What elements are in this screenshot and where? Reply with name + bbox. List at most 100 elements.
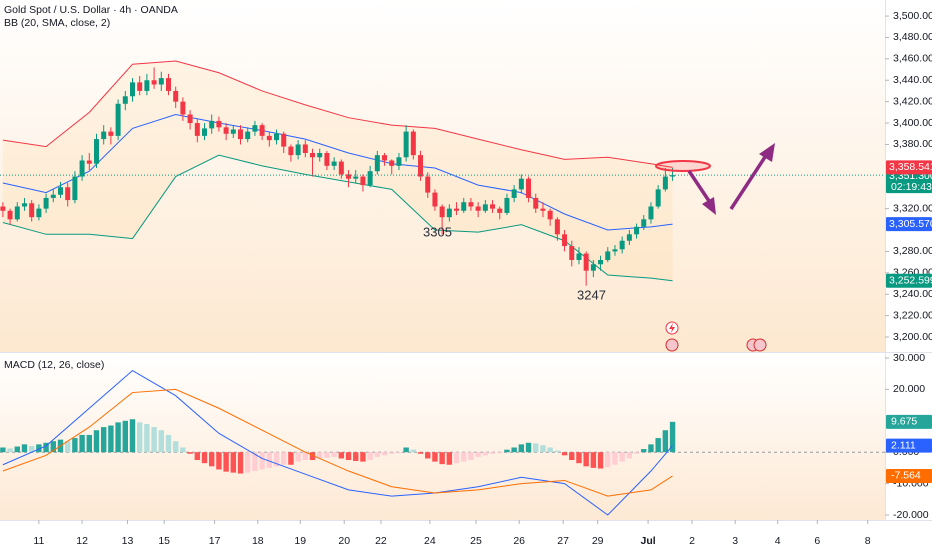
candle-body xyxy=(583,253,589,271)
x-tick-label: 8 xyxy=(865,535,871,547)
candle-body xyxy=(93,139,99,164)
candle-body xyxy=(281,133,287,147)
candle-body xyxy=(194,123,200,136)
histogram-bar xyxy=(302,452,309,461)
candle-body xyxy=(403,131,409,158)
candle-body xyxy=(626,234,632,241)
annotation-low: 3305 xyxy=(423,224,452,239)
candle-body xyxy=(576,253,582,260)
histogram-bar xyxy=(641,449,647,453)
x-tick-label: 13 xyxy=(122,535,134,547)
arrow-up-shaft xyxy=(729,156,767,210)
candle-body xyxy=(468,202,474,207)
macd-line xyxy=(2,369,673,516)
symbol-title: Gold Spot / U.S. Dollar · 4h · OANDA xyxy=(4,4,178,16)
candle-body xyxy=(101,131,107,140)
histogram-bar xyxy=(93,430,100,453)
candle-body xyxy=(475,206,481,211)
x-tick-label: 11 xyxy=(33,535,44,547)
candle-body xyxy=(173,90,179,102)
histogram-bar xyxy=(569,452,575,461)
histogram-bar xyxy=(79,434,85,453)
histogram-bar xyxy=(605,452,611,468)
economic-event-flag[interactable] xyxy=(753,338,767,352)
histogram-bar xyxy=(64,441,71,453)
candle-body xyxy=(122,96,128,104)
price-badge xyxy=(886,217,932,232)
histogram-bar xyxy=(389,452,395,454)
candle-body xyxy=(446,208,452,218)
histogram-bar xyxy=(129,419,136,453)
candle-body xyxy=(569,246,575,260)
arrow-up-head xyxy=(759,143,775,162)
candle-body xyxy=(14,206,20,220)
price-badge xyxy=(886,169,932,194)
candle-body xyxy=(187,114,193,124)
y-tick-label: 30.000 xyxy=(893,352,925,364)
candle-body xyxy=(425,176,431,193)
y-tick-label: 20.000 xyxy=(893,383,925,395)
x-tick-label: 26 xyxy=(513,535,525,547)
histogram-bar xyxy=(266,452,273,468)
candle-body xyxy=(21,203,27,207)
y-tick-label: 3,200.000 xyxy=(893,331,932,343)
histogram-bar xyxy=(28,445,35,453)
histogram-bar xyxy=(165,434,172,453)
histogram-bar xyxy=(223,452,229,472)
candle-body xyxy=(230,129,236,134)
histogram-bar xyxy=(194,452,201,461)
histogram-bar xyxy=(525,442,532,453)
candle-body xyxy=(612,249,618,252)
histogram-bar xyxy=(180,447,186,453)
value-badge-label: -7.564 xyxy=(891,470,921,482)
candle-body xyxy=(562,234,568,247)
candle-body xyxy=(166,78,172,91)
y-tick-label: 3,440.000 xyxy=(893,74,932,86)
histogram-bar xyxy=(43,442,49,453)
histogram-bar xyxy=(648,444,654,453)
band-line xyxy=(2,113,673,231)
histogram-bar xyxy=(597,452,604,469)
y-tick-label: 3,480.000 xyxy=(893,31,932,43)
candle-body xyxy=(511,189,517,198)
y-tick-label: 3,240.000 xyxy=(893,288,932,300)
histogram-bar xyxy=(151,427,157,453)
plot-layer xyxy=(0,60,885,516)
candle-body xyxy=(360,176,366,186)
y-tick-label: 3,320.000 xyxy=(893,202,932,214)
histogram-bar xyxy=(432,452,438,462)
candle-body xyxy=(382,155,388,161)
candle-body xyxy=(540,208,546,211)
candle-body xyxy=(288,146,294,156)
histogram-bar xyxy=(374,452,381,457)
x-tick-label: 4 xyxy=(775,535,781,547)
histogram-bar xyxy=(410,449,417,453)
candle-body xyxy=(180,101,186,115)
candle-body xyxy=(504,197,510,213)
histogram-bar xyxy=(619,452,625,462)
axis-layer: 3,500.000 3,480.000 3,460.000 3,440.000 3,42… xyxy=(33,10,932,547)
histogram-bar xyxy=(36,444,42,453)
histogram-bar xyxy=(115,422,121,453)
price-badge-label: 3,252.599 xyxy=(889,275,932,287)
candle-body xyxy=(238,129,244,140)
histogram-bar xyxy=(122,420,128,453)
histogram-bar xyxy=(425,452,431,459)
candle-body xyxy=(72,176,78,201)
candle-body xyxy=(526,178,532,198)
y-tick-label: 3,220.000 xyxy=(893,309,932,321)
economic-event-flag[interactable] xyxy=(665,338,679,352)
value-badge xyxy=(886,438,932,453)
value-badge-label: 2.111 xyxy=(891,439,916,451)
histogram-bar xyxy=(489,452,496,454)
candle-body xyxy=(554,219,560,235)
candle-body xyxy=(590,264,596,271)
x-tick-label: 12 xyxy=(76,535,88,547)
candle-body xyxy=(619,240,625,250)
histogram-bar xyxy=(504,449,510,453)
candle-body xyxy=(144,80,150,91)
candle-body xyxy=(310,152,316,158)
histogram-bar xyxy=(345,452,352,461)
x-tick-label: 22 xyxy=(375,535,387,547)
